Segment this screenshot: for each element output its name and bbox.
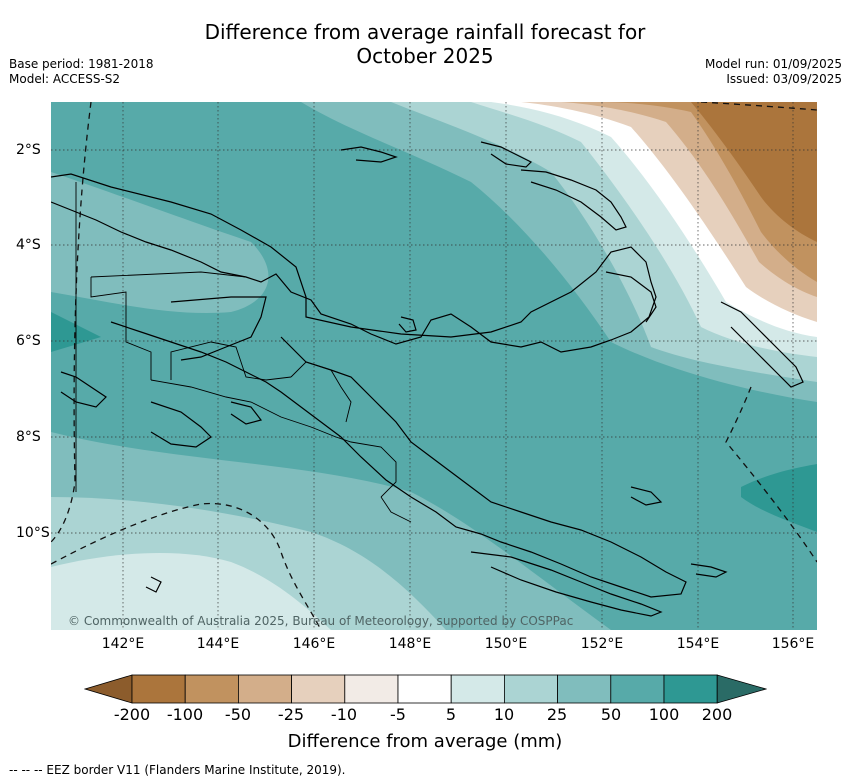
- colorbar-segment: [503, 674, 558, 704]
- cbar-label-200: 200: [701, 705, 733, 724]
- title-line-1: Difference from average rainfall forecas…: [204, 20, 646, 44]
- meta-right: Model run: 01/09/2025 Issued: 03/09/2025: [705, 57, 842, 87]
- cbar-label-m5: -5: [390, 705, 406, 724]
- colorbar-segment: [557, 674, 612, 704]
- colorbar: [84, 674, 767, 704]
- cbar-label-100: 100: [648, 705, 680, 724]
- zone-25-nw: [51, 172, 269, 313]
- cbar-label-m100: -100: [166, 705, 204, 724]
- x-tick-142: 142°E: [101, 636, 145, 652]
- y-tick-8s: 8°S: [16, 429, 41, 445]
- zone-100-se: [741, 464, 817, 532]
- zone-5-sw: [51, 552, 331, 630]
- x-tick-146: 146°E: [292, 636, 336, 652]
- eez-legend: -- -- -- EEZ border V11 (Flanders Marine…: [9, 763, 346, 777]
- colorbar-title: Difference from average (mm): [287, 731, 563, 752]
- colorbar-segment: [610, 674, 665, 704]
- chart-title: Difference from average rainfall forecas…: [0, 20, 850, 68]
- colorbar-segment: [131, 674, 186, 704]
- y-tick-6s: 6°S: [16, 333, 41, 349]
- colorbar-segment: [291, 674, 346, 704]
- cbar-label-m50: -50: [224, 705, 252, 724]
- copyright-note: © Commonwealth of Australia 2025, Bureau…: [68, 614, 574, 628]
- cbar-label-5: 5: [445, 705, 457, 724]
- model-name: Model: ACCESS-S2: [9, 72, 121, 86]
- title-line-2: October 2025: [356, 44, 494, 68]
- province-borders: [75, 182, 412, 523]
- meta-left: Base period: 1981-2018 Model: ACCESS-S2: [9, 57, 154, 87]
- cbar-label-m25: -25: [277, 705, 305, 724]
- colorbar-segment: [344, 674, 399, 704]
- cbar-label-25: 25: [546, 705, 568, 724]
- colorbar-segment: [663, 674, 718, 704]
- y-tick-10s: 10°S: [16, 525, 50, 541]
- issued-date: Issued: 03/09/2025: [726, 72, 842, 86]
- colorbar-segment: [237, 674, 292, 704]
- colorbar-segment: [397, 674, 452, 704]
- colorbar-segment: [450, 674, 505, 704]
- colorbar-extend-high: [716, 674, 767, 704]
- cbar-label-m200: -200: [113, 705, 151, 724]
- eez-borders: [51, 102, 817, 630]
- x-tick-154: 154°E: [676, 636, 720, 652]
- base-period: Base period: 1981-2018: [9, 57, 154, 71]
- cbar-label-m10: -10: [330, 705, 358, 724]
- x-tick-152: 152°E: [580, 636, 624, 652]
- colorbar-extend-low: [84, 674, 133, 704]
- cbar-label-10: 10: [493, 705, 515, 724]
- x-tick-156: 156°E: [771, 636, 815, 652]
- x-tick-148: 148°E: [388, 636, 432, 652]
- colorbar-segment: [184, 674, 239, 704]
- y-tick-2s: 2°S: [16, 142, 41, 158]
- model-run: Model run: 01/09/2025: [704, 57, 842, 71]
- zone-m100: [691, 102, 817, 242]
- rainfall-map: [51, 102, 817, 630]
- cbar-label-50: 50: [600, 705, 622, 724]
- x-tick-144: 144°E: [196, 636, 240, 652]
- y-tick-4s: 4°S: [16, 237, 41, 253]
- x-tick-150: 150°E: [484, 636, 528, 652]
